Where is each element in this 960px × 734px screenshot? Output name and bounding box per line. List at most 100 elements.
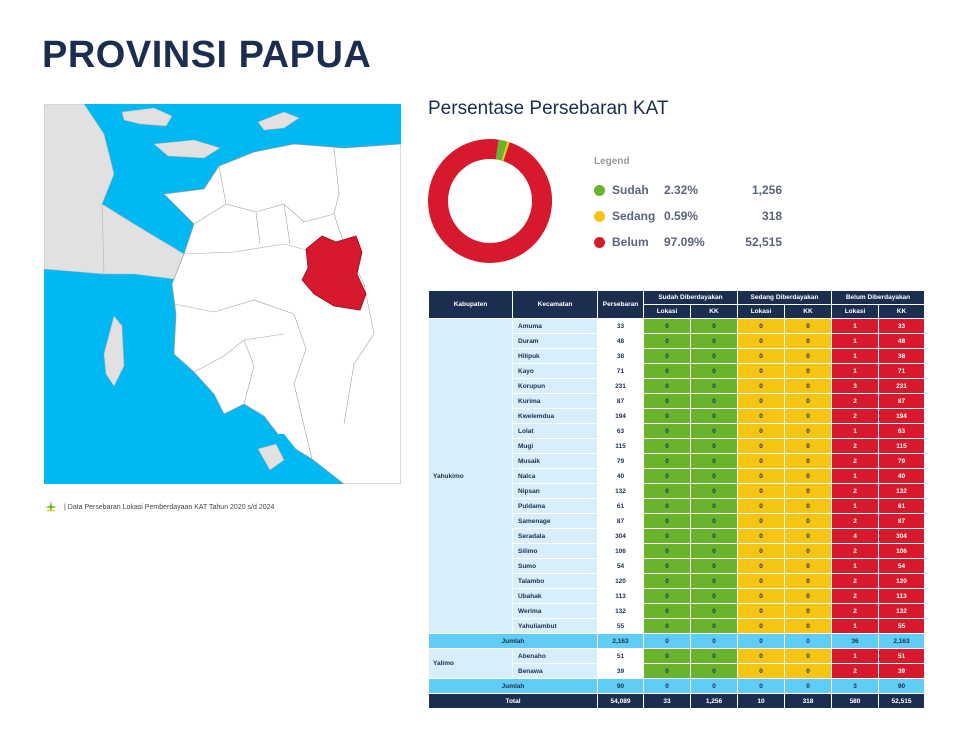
value-cell: 33 bbox=[878, 318, 925, 334]
chart-title: Persentase Persebaran KAT bbox=[428, 98, 669, 119]
value-cell: 0 bbox=[690, 333, 738, 349]
value-cell: 231 bbox=[878, 378, 925, 394]
value-cell: 40 bbox=[878, 468, 925, 484]
value-cell: 0 bbox=[643, 348, 691, 364]
ministry-logo-icon bbox=[45, 501, 57, 513]
total-label: Total bbox=[428, 693, 598, 709]
header-kecamatan: Kecamatan bbox=[512, 290, 598, 319]
value-cell: 54,089 bbox=[597, 693, 644, 709]
value-cell: 79 bbox=[878, 453, 925, 469]
value-cell: 0 bbox=[643, 678, 691, 694]
value-cell: 71 bbox=[878, 363, 925, 379]
value-cell: 0 bbox=[643, 513, 691, 529]
value-cell: 0 bbox=[784, 393, 832, 409]
value-cell: 36 bbox=[831, 633, 879, 649]
value-cell: 0 bbox=[784, 528, 832, 544]
donut-chart bbox=[428, 139, 552, 263]
header-kabupaten: Kabupaten bbox=[428, 290, 513, 319]
value-cell: 132 bbox=[597, 483, 644, 499]
value-cell: 1 bbox=[831, 333, 879, 349]
value-cell: 0 bbox=[737, 528, 785, 544]
table-row: Lolat 63 0 0 0 0 1 63 bbox=[429, 423, 925, 439]
value-cell: 87 bbox=[597, 393, 644, 409]
value-cell: 0 bbox=[784, 678, 832, 694]
value-cell: 1 bbox=[831, 618, 879, 634]
value-cell: 0 bbox=[690, 408, 738, 424]
kecamatan-cell: Samenage bbox=[512, 513, 598, 529]
value-cell: 0 bbox=[690, 423, 738, 439]
value-cell: 113 bbox=[597, 588, 644, 604]
table-row: Yahukimo Amuma 33 0 0 0 0 1 33 bbox=[428, 318, 925, 634]
value-cell: 90 bbox=[878, 678, 925, 694]
value-cell: 54 bbox=[878, 558, 925, 574]
value-cell: 48 bbox=[878, 333, 925, 349]
jumlah-label: Jumlah bbox=[428, 633, 598, 649]
value-cell: 0 bbox=[690, 438, 738, 454]
value-cell: 194 bbox=[878, 408, 925, 424]
value-cell: 115 bbox=[597, 438, 644, 454]
value-cell: 0 bbox=[690, 483, 738, 499]
legend-dot-belum bbox=[594, 236, 605, 248]
value-cell: 0 bbox=[737, 453, 785, 469]
value-cell: 0 bbox=[643, 588, 691, 604]
value-cell: 0 bbox=[643, 393, 691, 409]
value-cell: 0 bbox=[690, 603, 738, 619]
papua-map[interactable] bbox=[44, 104, 401, 484]
value-cell: 0 bbox=[690, 588, 738, 604]
value-cell: 0 bbox=[643, 363, 691, 379]
kabupaten-cell: Yahukimo bbox=[428, 318, 513, 634]
value-cell: 0 bbox=[737, 513, 785, 529]
kecamatan-cell: Kayo bbox=[512, 363, 598, 379]
value-cell: 2 bbox=[831, 573, 879, 589]
value-cell: 0 bbox=[643, 318, 691, 334]
value-cell: 90 bbox=[597, 678, 644, 694]
total-row: Total 54,089 33 1,256 10 318 580 52,515 bbox=[428, 693, 925, 709]
kecamatan-cell: Korupun bbox=[512, 378, 598, 394]
kecamatan-cell: Mugi bbox=[512, 438, 598, 454]
value-cell: 39 bbox=[597, 663, 644, 679]
value-cell: 3 bbox=[831, 678, 879, 694]
header-kk: KK bbox=[690, 304, 738, 319]
value-cell: 0 bbox=[784, 333, 832, 349]
value-cell: 0 bbox=[690, 573, 738, 589]
value-cell: 132 bbox=[597, 603, 644, 619]
value-cell: 2 bbox=[831, 393, 879, 409]
value-cell: 55 bbox=[878, 618, 925, 634]
legend-percent: 97.09% bbox=[664, 235, 705, 249]
table-row: Nipsan 132 0 0 0 0 2 132 bbox=[429, 483, 925, 499]
chart-legend: Legend Sudah 2.32% 1,256 Sedang 0.59% 31… bbox=[594, 156, 794, 255]
kecamatan-cell: Kurima bbox=[512, 393, 598, 409]
value-cell: 2 bbox=[831, 453, 879, 469]
value-cell: 0 bbox=[784, 378, 832, 394]
value-cell: 0 bbox=[784, 558, 832, 574]
value-cell: 0 bbox=[643, 498, 691, 514]
value-cell: 0 bbox=[643, 603, 691, 619]
kecamatan-cell: Talambo bbox=[512, 573, 598, 589]
value-cell: 0 bbox=[784, 588, 832, 604]
value-cell: 1 bbox=[831, 318, 879, 334]
value-cell: 0 bbox=[690, 663, 738, 679]
value-cell: 63 bbox=[597, 423, 644, 439]
value-cell: 0 bbox=[690, 468, 738, 484]
highlighted-region[interactable] bbox=[301, 235, 367, 311]
value-cell: 39 bbox=[878, 663, 925, 679]
header-lokasi: Lokasi bbox=[737, 304, 785, 319]
value-cell: 120 bbox=[878, 573, 925, 589]
legend-dot-sedang bbox=[594, 210, 605, 222]
table-row: Talambo 120 0 0 0 0 2 120 bbox=[429, 573, 925, 589]
kecamatan-cell: Ubahak bbox=[512, 588, 598, 604]
table-row: Musaik 79 0 0 0 0 2 79 bbox=[429, 453, 925, 469]
legend-label: Sedang bbox=[612, 209, 656, 223]
table-row: Yahuliambut 55 0 0 0 0 1 55 bbox=[429, 618, 925, 634]
value-cell: 0 bbox=[690, 318, 738, 334]
value-cell: 2 bbox=[831, 543, 879, 559]
header-sedang: Sedang Diberdayakan bbox=[737, 290, 832, 305]
value-cell: 0 bbox=[784, 318, 832, 334]
value-cell: 106 bbox=[597, 543, 644, 559]
value-cell: 2 bbox=[831, 408, 879, 424]
persebaran-table: Kabupaten Kecamatan Persebaran Sudah Dib… bbox=[428, 290, 925, 709]
value-cell: 0 bbox=[643, 438, 691, 454]
value-cell: 0 bbox=[643, 468, 691, 484]
value-cell: 0 bbox=[737, 573, 785, 589]
value-cell: 0 bbox=[784, 543, 832, 559]
